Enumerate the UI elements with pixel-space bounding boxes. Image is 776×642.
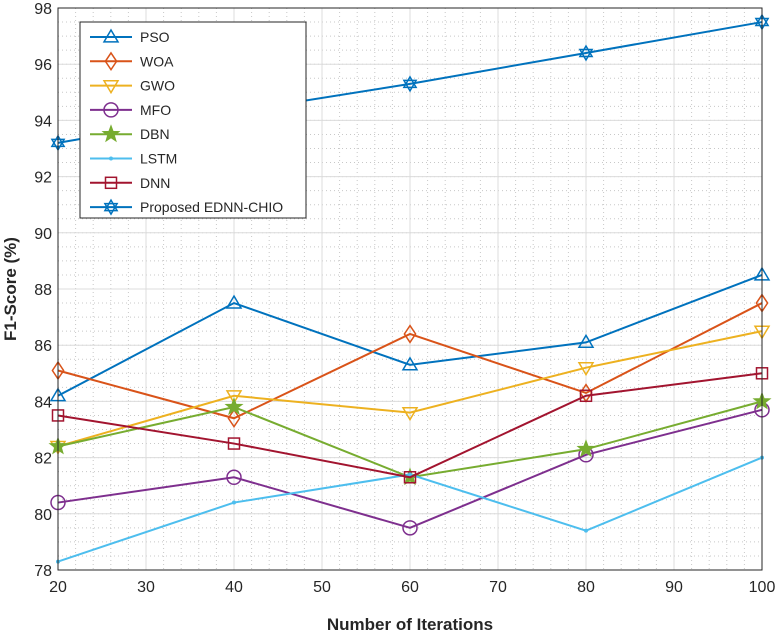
series-line: [57, 408, 763, 529]
hexagram-marker: [402, 75, 418, 93]
diamond-marker: [104, 51, 118, 72]
x-tick-label: 30: [137, 579, 155, 596]
series-line: [57, 302, 763, 420]
legend-label: MFO: [140, 102, 171, 118]
series-line: [57, 372, 763, 479]
x-tick-label: 80: [577, 579, 595, 596]
y-tick-label: 82: [34, 451, 52, 468]
triangle-down-marker: [577, 362, 595, 377]
y-tick-label: 84: [34, 394, 52, 411]
x-tick-label: 70: [489, 579, 507, 596]
y-axis-label: F1-Score (%): [1, 237, 20, 341]
legend-label: LSTM: [140, 151, 177, 167]
y-tick-label: 96: [34, 57, 52, 74]
legend-item: MFO: [90, 102, 171, 118]
x-tick-label: 60: [401, 579, 419, 596]
x-tick-label: 20: [49, 579, 67, 596]
triangle-down-marker: [225, 390, 243, 405]
tick-labels: 20 30 40 50 60 70 80 90 100 78 80 82 84 86 88 90 92 94 96 9…: [34, 1, 775, 596]
diamond-marker: [403, 324, 417, 344]
legend-item: PSO: [90, 28, 170, 45]
point-marker: [109, 156, 113, 161]
hexagram-triangle: [402, 79, 418, 93]
series-line: [57, 274, 763, 397]
circle-marker: [103, 102, 119, 118]
y-tick-label: 98: [34, 1, 52, 18]
point-marker: [232, 500, 236, 505]
triangle-marker: [577, 333, 595, 349]
hexagram-triangle: [103, 202, 119, 216]
triangle-down-marker: [102, 79, 120, 95]
square-marker: [227, 437, 241, 450]
y-tick-label: 78: [34, 563, 52, 580]
hexagram-triangle: [578, 48, 594, 62]
hexagram-triangle: [402, 75, 418, 89]
star-marker: [576, 439, 596, 458]
point-marker: [408, 472, 412, 477]
legend-box: [79, 21, 307, 219]
plot-frame: [57, 7, 763, 571]
y-tick-label: 90: [34, 226, 52, 243]
y-tick-label: 86: [34, 338, 52, 355]
series-pso: [49, 266, 771, 402]
legend-label: DNN: [140, 175, 170, 191]
legend-label: DBN: [140, 126, 170, 142]
x-tick-label: 40: [225, 579, 243, 596]
legend-item: DNN: [90, 175, 170, 191]
square-marker: [104, 176, 118, 190]
legend-item: WOA: [90, 51, 174, 72]
circle-marker: [402, 520, 418, 536]
y-tick-label: 92: [34, 170, 52, 187]
legend: PSO WOA GWO MFO DBN LSTM DNN Proposed EDNN-CHIO: [79, 21, 307, 219]
legend-label: PSO: [140, 29, 170, 45]
legend-item: GWO: [90, 78, 175, 95]
y-tick-label: 94: [34, 113, 52, 130]
hexagram-triangle: [103, 198, 119, 212]
series-line: [57, 330, 763, 448]
legend-label: WOA: [140, 53, 174, 69]
star-marker: [224, 397, 244, 416]
y-tick-label: 88: [34, 282, 52, 299]
hexagram-marker: [103, 198, 119, 216]
triangle-marker: [225, 294, 243, 309]
y-tick-label: 80: [34, 507, 52, 524]
point-marker: [584, 528, 588, 533]
circle-marker: [226, 469, 242, 486]
triangle-marker: [401, 356, 419, 371]
x-tick-label: 100: [749, 579, 776, 596]
diamond-marker: [227, 408, 241, 429]
square-marker: [403, 471, 417, 484]
x-tick-label: 90: [665, 579, 683, 596]
x-axis-label: Number of Iterations: [327, 615, 493, 634]
hexagram-marker: [578, 44, 594, 62]
series-lstm: [56, 455, 764, 564]
triangle-marker: [102, 28, 120, 43]
legend-label: Proposed EDNN-CHIO: [140, 199, 283, 215]
legend-label: GWO: [140, 78, 175, 94]
triangle-down-marker: [401, 406, 419, 422]
legend-item: Proposed EDNN-CHIO: [90, 198, 283, 216]
x-tick-label: 50: [313, 579, 331, 596]
series-dnn: [51, 367, 769, 484]
star-marker: [101, 124, 121, 143]
legend-item: DBN: [90, 124, 170, 143]
square-marker: [579, 389, 593, 403]
legend-item: LSTM: [90, 151, 177, 167]
hexagram-triangle: [578, 44, 594, 58]
